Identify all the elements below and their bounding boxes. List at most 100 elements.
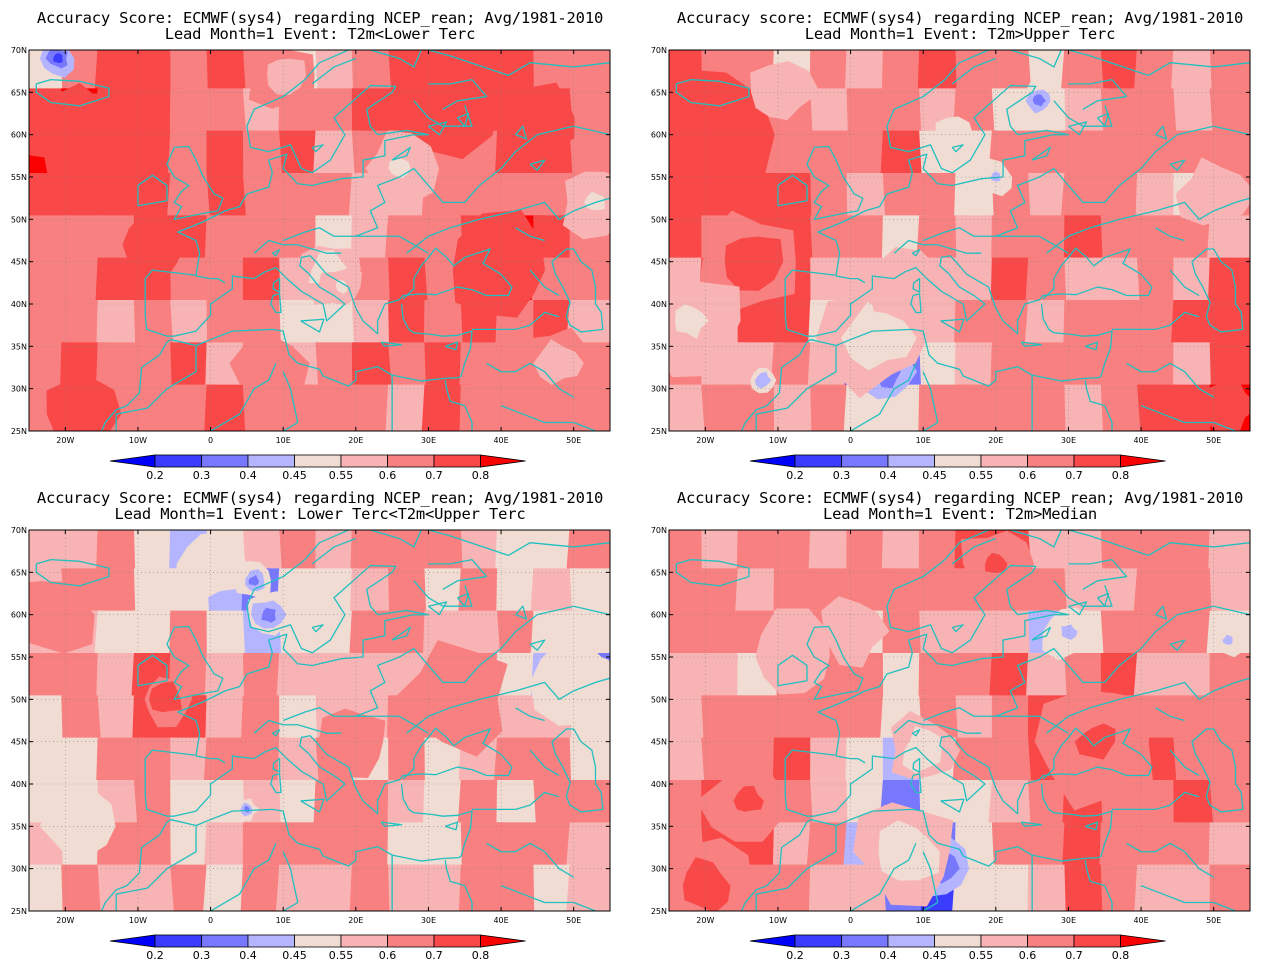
coastline (1084, 380, 1113, 431)
score-patch (892, 835, 925, 870)
coastline (272, 277, 281, 293)
coastline (741, 303, 1113, 431)
coastline (806, 625, 864, 700)
score-cell (810, 130, 855, 183)
score-cell (954, 342, 1001, 393)
coastline (1020, 821, 1043, 827)
coastline (675, 78, 750, 107)
score-cell (1209, 50, 1250, 100)
score-cell (242, 215, 288, 266)
y-tick-label: 55N (651, 173, 667, 182)
score-cell (1208, 530, 1250, 577)
score-cell (810, 215, 855, 270)
score-cell (205, 695, 253, 746)
score-cell (1028, 568, 1073, 619)
x-tick-label: 0 (208, 436, 213, 445)
score-cell (170, 737, 215, 788)
score-cell (1205, 300, 1250, 351)
score-cell (1137, 215, 1182, 266)
score-cell (990, 257, 1038, 309)
y-tick-label: 25N (11, 907, 27, 916)
score-cell (1100, 50, 1146, 97)
score-cell (1100, 384, 1145, 431)
score-cell (1100, 215, 1146, 266)
score-cell (701, 653, 746, 706)
score-cell (1064, 384, 1109, 431)
colorbar-segment (934, 934, 982, 948)
score-cell (1172, 530, 1219, 577)
coastline (1126, 842, 1215, 878)
coastline (35, 558, 110, 587)
x-tick-label: 20E (988, 436, 1003, 445)
score-cell (315, 568, 360, 619)
score-cell (242, 384, 288, 431)
colorbar-arrow-low (749, 454, 796, 468)
score-cell (735, 173, 785, 224)
score-cell (242, 257, 288, 311)
coastline (1140, 884, 1236, 911)
score-cell (1028, 130, 1073, 182)
score-cell (497, 822, 542, 873)
map-plot: 70N 65N 60N 55N 50N 45N 40N 35N 30N 25N 20W 10W 0 10E… (651, 526, 1251, 960)
score-cell (1025, 342, 1076, 393)
coastline (406, 677, 610, 734)
score-cell (1206, 215, 1250, 266)
score-cell (421, 384, 472, 431)
coastline (1031, 626, 1051, 641)
y-tick-label: 45N (651, 738, 667, 747)
coastline (910, 293, 922, 314)
coastline (1112, 311, 1200, 331)
x-tick-label: 10E (276, 436, 291, 445)
score-patch (442, 687, 477, 714)
coastline (144, 247, 513, 337)
y-tick-label: 40N (11, 780, 27, 789)
coastline (995, 125, 1250, 237)
score-cell (1173, 610, 1218, 661)
coastline (1020, 341, 1043, 347)
score-cell (424, 342, 469, 394)
score-cell (29, 257, 70, 312)
score-cell (1137, 300, 1182, 355)
coastline (456, 112, 470, 127)
chart-title-line2: Lead Month=1 Event: Lower Terc<T2m<Upper… (114, 505, 526, 523)
score-cell (1171, 822, 1220, 874)
score-patch (483, 256, 516, 286)
score-cell (1173, 864, 1218, 911)
y-tick-label: 50N (651, 215, 667, 224)
colorbar-label: 0.7 (425, 469, 443, 482)
score-patch (758, 376, 768, 384)
coastline (850, 843, 917, 911)
chart-title-line1: Accuracy Score: ECMWF(sys4) regarding NC… (36, 489, 604, 507)
score-cell (133, 864, 179, 911)
score-cell (242, 173, 288, 224)
coastline (922, 851, 939, 911)
coastline (380, 341, 403, 347)
colorbar-segment (794, 454, 842, 468)
score-cell (569, 130, 610, 181)
score-cell (882, 653, 928, 704)
y-tick-label: 65N (11, 568, 27, 577)
score-cell (349, 864, 399, 911)
coastline (380, 821, 403, 827)
score-cell (701, 695, 746, 746)
coastline (406, 197, 610, 254)
plot-frame (668, 49, 1251, 432)
score-cell (351, 384, 397, 431)
score-cell (133, 568, 179, 623)
score-cell (61, 864, 106, 911)
x-tick-label: 30E (421, 916, 436, 925)
y-tick-label: 30N (11, 865, 27, 874)
score-cell (773, 695, 819, 748)
y-tick-label: 45N (651, 258, 667, 267)
colorbar-segment (247, 934, 295, 948)
coastline (940, 798, 965, 813)
score-cell (991, 737, 1037, 788)
score-cell (424, 530, 469, 577)
score-cell (772, 173, 820, 224)
score-cell (1100, 653, 1146, 704)
score-cell (810, 695, 855, 747)
coastline (912, 757, 921, 773)
colorbar-segment (340, 454, 388, 468)
score-cell (313, 653, 363, 706)
colorbar-label: 0.6 (1019, 949, 1037, 960)
